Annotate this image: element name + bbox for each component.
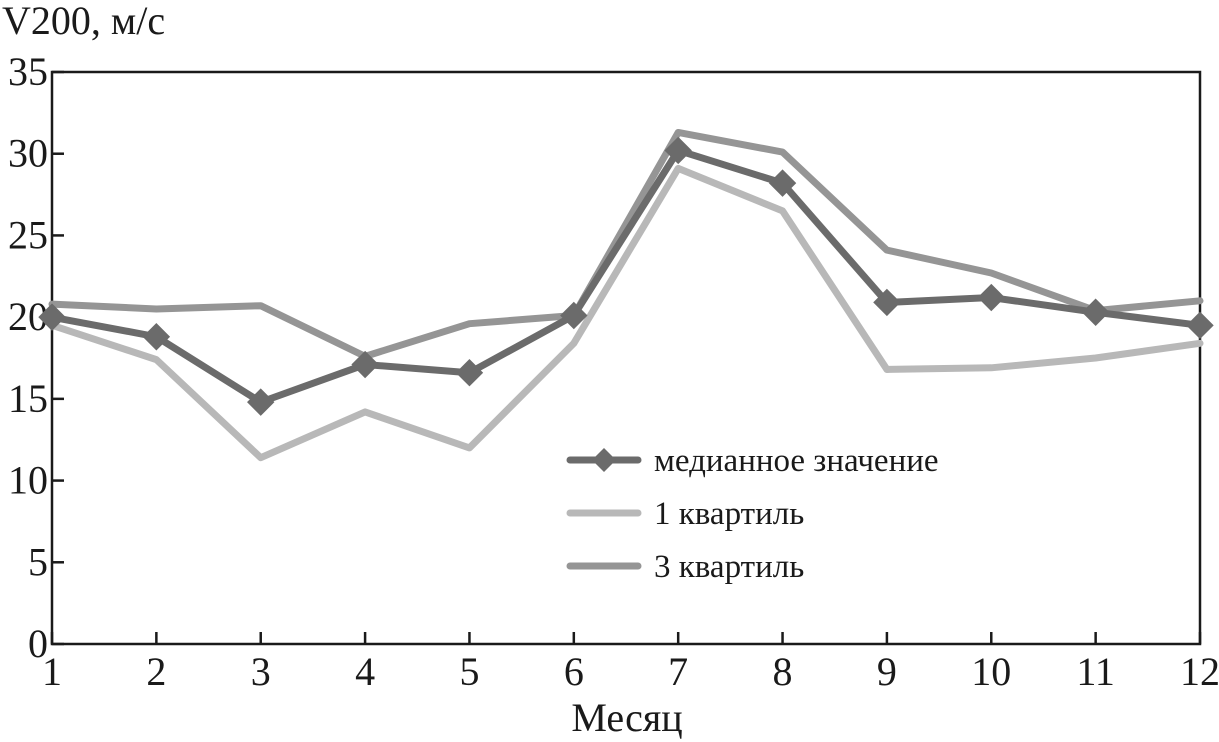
y-tick-label: 10 <box>8 458 48 503</box>
plot-area <box>50 70 1202 646</box>
x-axis-title: Месяц <box>571 695 682 740</box>
series-line <box>48 146 1204 406</box>
y-tick-label: 15 <box>8 376 48 421</box>
x-tick-label: 7 <box>668 649 688 694</box>
data-point <box>768 169 797 197</box>
legend-label: медианное значение <box>654 443 939 479</box>
data-point <box>455 359 484 387</box>
x-tick-label: 5 <box>459 649 479 694</box>
data-point <box>247 388 275 416</box>
series-line <box>48 128 1204 360</box>
x-tick-label: 6 <box>564 649 584 694</box>
x-tick-label: 11 <box>1076 649 1115 694</box>
y-axis-title: V200, м/с <box>2 0 165 43</box>
x-tick-label: 12 <box>1180 649 1219 694</box>
x-tick-label: 10 <box>971 649 1011 694</box>
data-point <box>977 283 1005 312</box>
x-tick-label: 4 <box>355 649 375 694</box>
series-layer <box>38 128 1214 462</box>
legend: медианное значение 1 квартиль 3 квартиль <box>566 443 939 585</box>
legend-label: 1 квартиль <box>654 496 804 532</box>
x-tick-label: 9 <box>877 649 897 694</box>
data-point <box>142 323 171 351</box>
series-line <box>48 164 1204 462</box>
y-tick-label: 30 <box>8 131 48 176</box>
x-tick-label: 3 <box>251 649 271 694</box>
data-point <box>1081 298 1110 326</box>
data-point <box>351 350 379 379</box>
x-tick-label: 2 <box>146 649 166 694</box>
plot-frame-border <box>50 70 1202 646</box>
data-point <box>873 288 901 317</box>
y-tick-label: 0 <box>28 621 48 666</box>
y-tick-label: 5 <box>28 539 48 584</box>
y-tick-label: 25 <box>8 212 48 257</box>
legend-marker <box>592 448 616 472</box>
data-point <box>664 136 692 165</box>
data-point <box>1186 311 1214 340</box>
x-tick-label: 1 <box>42 649 62 694</box>
data-point <box>560 301 588 330</box>
y-tick-label: 35 <box>8 49 48 94</box>
data-point <box>38 303 66 331</box>
legend-label: 3 квартиль <box>654 549 804 585</box>
x-tick-label: 8 <box>773 649 793 694</box>
